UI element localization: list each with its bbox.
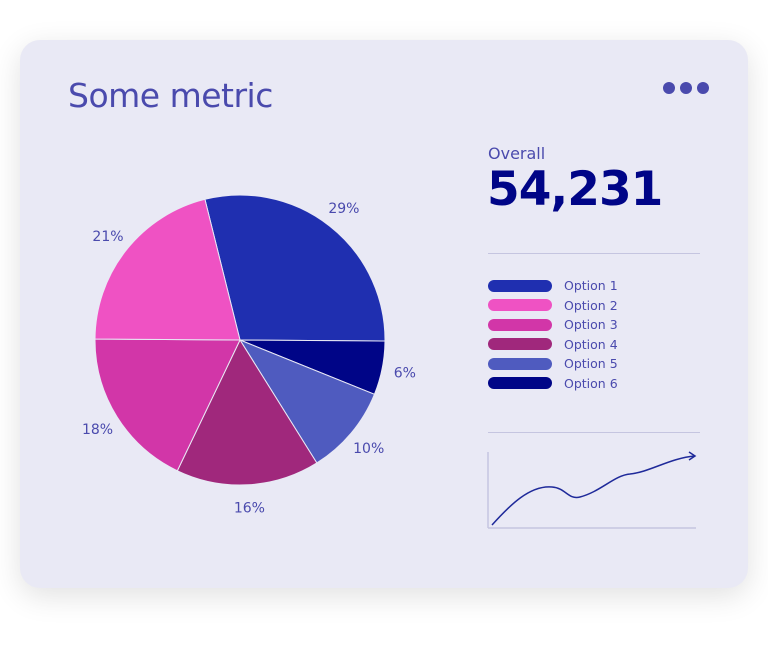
- more-options-icon[interactable]: [663, 82, 709, 94]
- legend-label: Option 5: [564, 356, 618, 372]
- legend-item: Option 5: [488, 354, 618, 374]
- pie-slice-option-5[interactable]: [238, 338, 376, 464]
- legend-item: Option 4: [488, 335, 618, 355]
- pie-slice-option-3[interactable]: [94, 338, 241, 472]
- legend-label: Option 2: [564, 297, 618, 313]
- legend-swatch: [488, 279, 552, 292]
- legend-label: Option 6: [564, 375, 618, 391]
- dot: [680, 82, 692, 94]
- divider: [488, 253, 700, 254]
- dot: [663, 82, 675, 94]
- divider: [488, 432, 700, 433]
- legend-item: Option 6: [488, 374, 618, 394]
- pie-slice-option-1[interactable]: [204, 194, 386, 342]
- overall-value: 54,231: [487, 162, 663, 217]
- pie-data-label: 10%: [353, 441, 384, 457]
- pie-data-label: 16%: [234, 501, 265, 517]
- dot: [697, 82, 709, 94]
- legend-item: Option 2: [488, 296, 618, 316]
- pie-data-label: 18%: [82, 422, 113, 438]
- legend-label: Option 1: [564, 278, 618, 294]
- pie-slice-option-2[interactable]: [94, 198, 241, 341]
- overall-label: Overall: [488, 144, 546, 163]
- sparkline: [487, 451, 697, 529]
- legend-label: Option 4: [564, 336, 618, 352]
- legend-swatch: [488, 299, 552, 312]
- sparkline-line: [491, 455, 696, 526]
- legend-label: Option 3: [564, 317, 618, 333]
- pie-slice-option-4[interactable]: [176, 338, 318, 486]
- legend-swatch: [488, 357, 552, 370]
- legend-swatch: [488, 338, 552, 351]
- legend: Option 1 Option 2 Option 3 Option 4 Opti…: [488, 276, 618, 393]
- legend-swatch: [488, 318, 552, 331]
- pie-data-label: 29%: [328, 201, 359, 217]
- legend-item: Option 3: [488, 315, 618, 335]
- legend-swatch: [488, 377, 552, 390]
- card-title: Some metric: [68, 76, 273, 115]
- pie-data-label: 6%: [394, 366, 416, 382]
- trend-arrow-icon: [688, 451, 697, 461]
- pie-data-label: 21%: [92, 229, 123, 245]
- legend-item: Option 1: [488, 276, 618, 296]
